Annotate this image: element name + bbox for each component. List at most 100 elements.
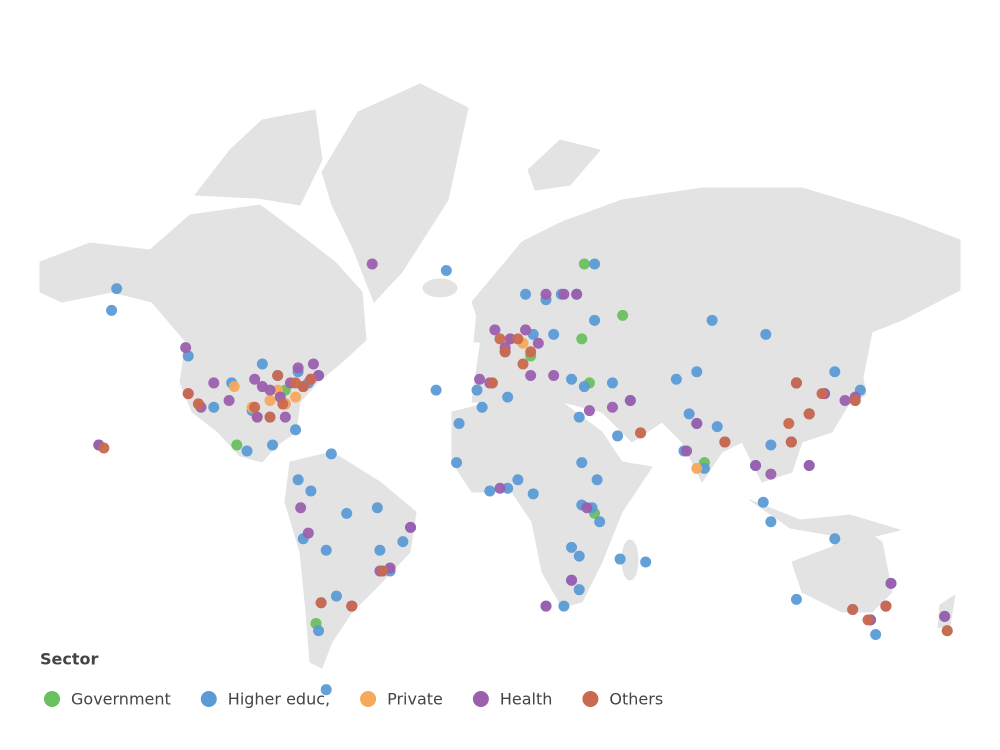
legend-label: Higher educ,	[228, 690, 330, 709]
points	[93, 258, 953, 696]
point	[540, 600, 552, 612]
point	[691, 417, 703, 429]
point	[272, 370, 284, 382]
point	[315, 597, 327, 609]
point	[573, 411, 585, 423]
point	[295, 502, 307, 514]
point	[829, 533, 841, 545]
point	[279, 411, 291, 423]
point	[870, 628, 882, 640]
point	[532, 337, 544, 349]
point	[502, 391, 514, 403]
point	[241, 445, 253, 457]
point	[816, 388, 828, 400]
point	[790, 593, 802, 605]
legend-title: Sector	[40, 650, 99, 669]
point	[520, 288, 532, 300]
point	[578, 258, 590, 270]
legend-label: Private	[387, 690, 443, 709]
point	[548, 328, 560, 340]
point	[502, 482, 514, 494]
point	[681, 445, 693, 457]
point	[578, 381, 590, 393]
point	[760, 328, 772, 340]
point	[512, 333, 524, 345]
point	[606, 377, 618, 389]
point	[182, 388, 194, 400]
point	[525, 346, 537, 358]
legend-swatch	[472, 691, 489, 707]
legend-label: Others	[609, 690, 663, 709]
point	[292, 474, 304, 486]
point	[320, 684, 332, 696]
point	[576, 457, 588, 469]
point	[589, 314, 601, 326]
point	[476, 401, 488, 413]
point	[790, 377, 802, 389]
point	[839, 395, 851, 407]
land	[39, 83, 961, 669]
legend-swatch	[44, 691, 60, 707]
legend: Government Higher educ, Private Health Other…	[44, 690, 663, 709]
point	[614, 553, 626, 565]
point	[292, 362, 304, 374]
point	[192, 398, 204, 410]
point	[320, 544, 332, 556]
point	[251, 411, 263, 423]
point	[231, 439, 243, 451]
point	[941, 625, 953, 637]
point	[489, 324, 501, 336]
point	[440, 264, 452, 276]
point	[223, 395, 235, 407]
point	[305, 373, 317, 385]
point	[548, 370, 560, 382]
point	[617, 309, 629, 321]
point	[849, 395, 861, 407]
point	[264, 411, 276, 423]
point	[520, 324, 532, 336]
point	[847, 603, 859, 615]
point	[474, 373, 486, 385]
point	[670, 373, 682, 385]
point	[691, 366, 703, 378]
point	[880, 600, 892, 612]
point	[111, 283, 123, 295]
point	[571, 288, 583, 300]
point	[612, 430, 624, 442]
point	[180, 342, 192, 354]
point	[573, 550, 585, 562]
point	[862, 614, 874, 626]
point	[302, 527, 314, 539]
legend-swatch	[360, 691, 377, 707]
point	[750, 460, 762, 472]
point	[290, 424, 302, 436]
point	[484, 485, 496, 497]
point	[106, 304, 118, 316]
point	[803, 408, 815, 420]
point	[635, 427, 647, 439]
point	[208, 401, 220, 413]
point	[264, 395, 276, 407]
point	[683, 408, 695, 420]
point	[305, 485, 317, 497]
point	[264, 384, 276, 396]
point	[691, 462, 703, 474]
point	[606, 401, 618, 413]
point	[430, 384, 442, 396]
point	[397, 536, 409, 548]
point	[719, 436, 731, 448]
point	[640, 556, 652, 568]
point	[803, 460, 815, 472]
point	[486, 377, 498, 389]
point	[325, 448, 337, 460]
point	[451, 457, 463, 469]
point	[208, 377, 220, 389]
point	[757, 496, 769, 508]
point	[98, 442, 110, 454]
point	[371, 502, 383, 514]
point	[494, 482, 506, 494]
point	[706, 314, 718, 326]
point	[307, 358, 319, 370]
point	[471, 384, 483, 396]
point	[624, 395, 636, 407]
